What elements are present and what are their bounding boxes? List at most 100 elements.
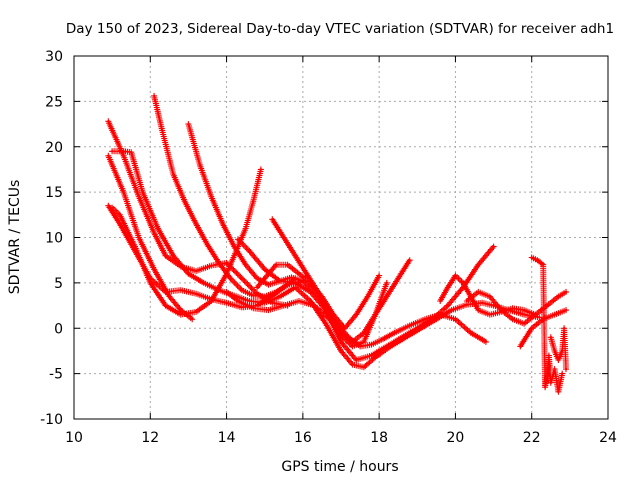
data-point xyxy=(328,317,331,321)
x-tick-label: 10 xyxy=(65,430,83,446)
data-point xyxy=(259,168,263,171)
data-point xyxy=(381,337,385,341)
data-point xyxy=(469,331,472,334)
data-point xyxy=(122,190,125,194)
data-point xyxy=(240,288,244,292)
data-point xyxy=(343,327,347,330)
data-point xyxy=(107,204,110,207)
data-point xyxy=(370,354,373,357)
data-point xyxy=(255,286,259,289)
data-point xyxy=(168,295,171,298)
data-point xyxy=(236,238,240,241)
data-point xyxy=(248,299,251,303)
data-point xyxy=(210,299,213,303)
data-point xyxy=(557,390,560,393)
x-axis-label: GPS time / hours xyxy=(281,459,398,475)
data-point xyxy=(152,94,156,98)
data-point xyxy=(477,290,480,294)
data-point xyxy=(130,150,133,154)
data-point xyxy=(252,200,255,203)
data-point xyxy=(541,263,545,266)
x-tick-label: 14 xyxy=(218,430,236,446)
data-point xyxy=(156,227,160,230)
data-point xyxy=(252,307,255,310)
data-point xyxy=(492,304,495,307)
data-point xyxy=(210,264,213,267)
series-arc4 xyxy=(105,152,196,323)
data-point xyxy=(562,327,566,330)
data-point xyxy=(194,310,198,314)
data-point xyxy=(557,358,560,362)
data-point xyxy=(294,281,297,285)
data-point xyxy=(107,120,110,123)
data-point xyxy=(530,327,533,330)
data-point xyxy=(240,277,244,280)
data-point xyxy=(263,301,266,305)
data-point xyxy=(294,254,297,257)
plot-frame xyxy=(73,55,609,420)
data-point xyxy=(477,308,480,312)
data-point xyxy=(179,288,182,292)
data-point xyxy=(534,313,537,316)
data-point xyxy=(355,358,358,362)
data-point xyxy=(122,150,125,153)
data-point xyxy=(553,367,556,371)
data-point xyxy=(454,274,457,277)
data-point xyxy=(137,236,141,239)
data-point xyxy=(263,268,266,271)
data-point xyxy=(408,258,411,262)
y-tick-labels: -10 -5 0 5 10 15 20 25 30 xyxy=(40,49,63,428)
data-point xyxy=(553,349,556,353)
data-point xyxy=(290,276,293,279)
data-point xyxy=(294,286,297,289)
data-point xyxy=(271,294,274,297)
x-tick-label: 20 xyxy=(447,430,465,446)
data-point xyxy=(309,290,312,294)
data-point xyxy=(500,308,503,312)
data-point xyxy=(255,304,259,307)
data-point xyxy=(511,307,514,310)
data-point xyxy=(191,317,194,321)
data-point xyxy=(244,263,247,266)
y-tick-label: 25 xyxy=(45,94,63,110)
data-point xyxy=(240,306,244,309)
data-point xyxy=(522,313,526,316)
data-point xyxy=(278,279,282,283)
series-arc15 xyxy=(528,254,566,395)
data-point xyxy=(522,322,526,325)
y-tick-label: -5 xyxy=(49,367,63,383)
data-point xyxy=(152,268,156,271)
data-point xyxy=(446,286,449,289)
data-point xyxy=(210,195,213,198)
data-point xyxy=(282,304,285,307)
data-point xyxy=(339,334,343,337)
data-point xyxy=(339,349,343,353)
x-tick-label: 16 xyxy=(294,430,312,446)
data-point xyxy=(351,345,354,348)
data-point xyxy=(446,304,449,307)
data-point xyxy=(492,245,495,248)
y-axis-label: SDTVAR / TECUs xyxy=(7,180,23,295)
data-point xyxy=(362,366,366,369)
y-tick-label: 0 xyxy=(54,321,63,337)
data-point xyxy=(377,274,381,277)
data-point xyxy=(309,281,312,285)
data-point xyxy=(187,272,190,275)
data-point xyxy=(206,243,209,246)
data-point xyxy=(355,313,358,316)
y-tick-label: -10 xyxy=(40,412,63,428)
data-point xyxy=(233,245,236,248)
data-point xyxy=(141,190,144,194)
data-point xyxy=(286,263,289,266)
data-point xyxy=(530,256,533,259)
data-point xyxy=(320,295,324,298)
data-point xyxy=(431,317,434,321)
series-arc10 xyxy=(223,279,390,350)
data-point xyxy=(362,340,366,344)
data-point xyxy=(137,195,141,198)
grid-lines xyxy=(74,56,608,419)
y-tick-label: 15 xyxy=(45,185,63,201)
data-point xyxy=(297,299,301,303)
data-point xyxy=(194,269,198,273)
